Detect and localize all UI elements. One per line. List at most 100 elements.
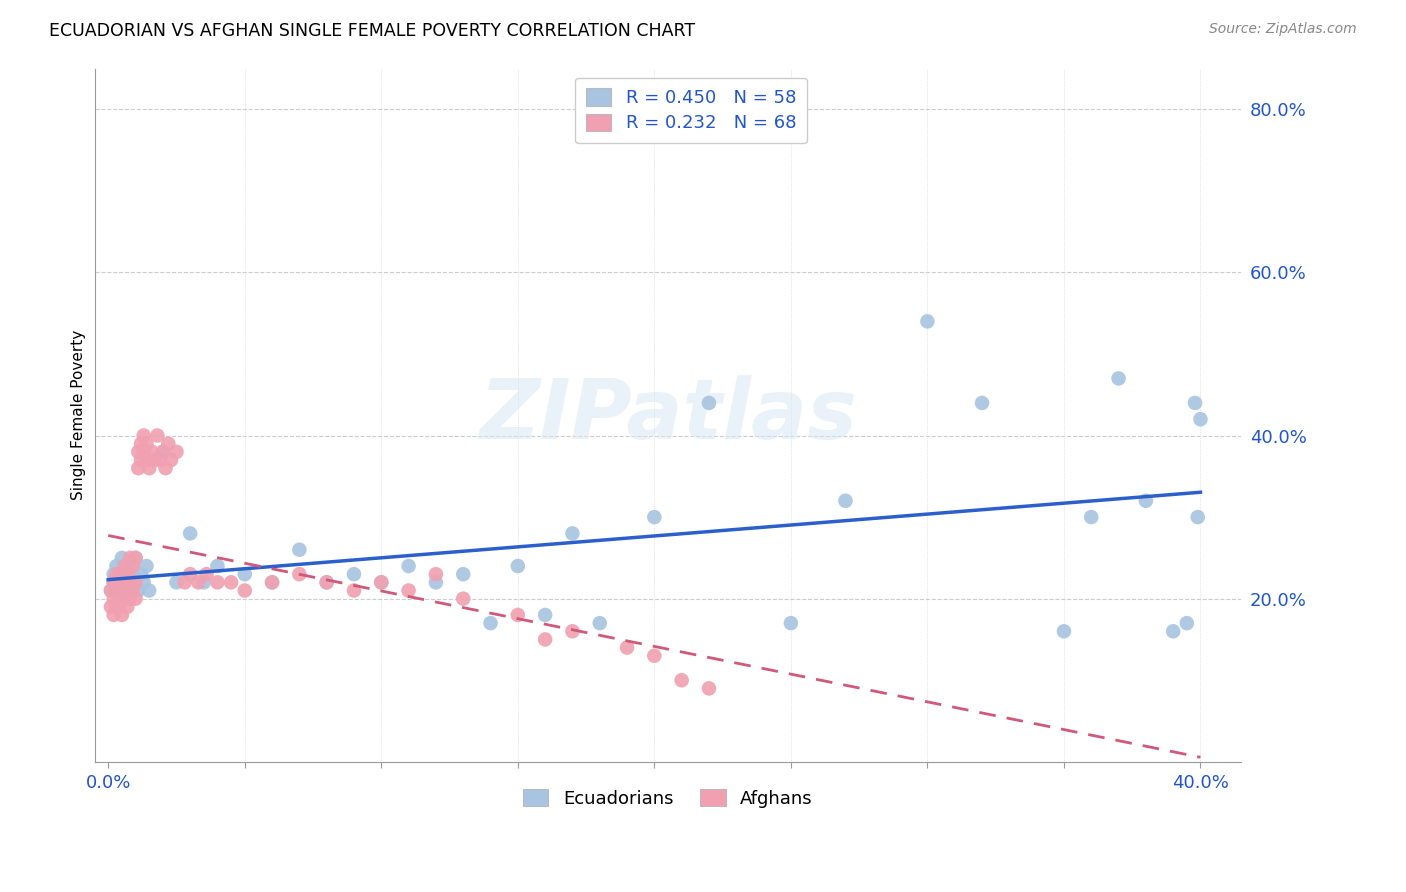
Point (117, 583, 139, 598)
Point (534, 632, 557, 647)
Point (129, 567, 152, 582)
Point (1053, 624, 1076, 639)
Point (219, 575, 242, 590)
Point (120, 591, 142, 606)
Point (129, 436, 152, 450)
Point (100, 599, 122, 614)
Point (262, 575, 284, 590)
Point (111, 550, 134, 565)
Point (398, 583, 420, 598)
Point (132, 445, 155, 459)
Point (135, 453, 157, 467)
Point (124, 591, 146, 606)
Point (138, 461, 160, 475)
Point (132, 428, 155, 442)
Point (233, 583, 256, 598)
Point (152, 445, 174, 459)
Point (138, 583, 160, 598)
Point (108, 567, 131, 582)
Point (697, 396, 720, 410)
Point (114, 591, 136, 606)
Point (1108, 371, 1130, 385)
Point (103, 591, 125, 606)
Point (114, 583, 136, 598)
Point (506, 559, 529, 574)
Point (398, 559, 420, 574)
Point (120, 583, 142, 598)
Point (114, 575, 136, 590)
Point (143, 453, 166, 467)
Point (1135, 493, 1157, 508)
Point (155, 461, 177, 475)
Point (207, 575, 229, 590)
Point (970, 396, 993, 410)
Point (129, 453, 152, 467)
Point (117, 567, 139, 582)
Point (451, 591, 474, 606)
Text: ECUADORIAN VS AFGHAN SINGLE FEMALE POVERTY CORRELATION CHART: ECUADORIAN VS AFGHAN SINGLE FEMALE POVER… (49, 22, 696, 40)
Point (425, 575, 447, 590)
Point (697, 681, 720, 696)
Point (124, 575, 146, 590)
Point (127, 461, 149, 475)
Point (108, 583, 131, 598)
Point (114, 559, 136, 574)
Point (166, 575, 188, 590)
Point (643, 648, 665, 663)
Point (114, 559, 136, 574)
Text: Source: ZipAtlas.com: Source: ZipAtlas.com (1209, 22, 1357, 37)
Legend: Ecuadorians, Afghans: Ecuadorians, Afghans (516, 782, 820, 815)
Point (124, 575, 146, 590)
Point (141, 445, 163, 459)
Text: ZIPatlas: ZIPatlas (479, 375, 856, 456)
Point (105, 599, 128, 614)
Point (105, 583, 128, 598)
Point (166, 445, 188, 459)
Point (671, 673, 693, 688)
Point (589, 616, 612, 631)
Y-axis label: Single Female Poverty: Single Female Poverty (72, 330, 86, 500)
Point (262, 575, 284, 590)
Point (105, 559, 128, 574)
Point (370, 575, 392, 590)
Point (127, 445, 149, 459)
Point (288, 542, 311, 557)
Point (616, 640, 638, 655)
Point (315, 575, 337, 590)
Point (149, 453, 172, 467)
Point (124, 550, 146, 565)
Point (370, 575, 392, 590)
Point (179, 526, 201, 541)
Point (117, 575, 139, 590)
Point (135, 559, 157, 574)
Point (103, 567, 125, 582)
Point (315, 575, 337, 590)
Point (135, 436, 157, 450)
Point (108, 575, 131, 590)
Point (100, 583, 122, 598)
Point (834, 493, 856, 508)
Point (121, 567, 143, 582)
Point (132, 575, 155, 590)
Point (425, 567, 447, 582)
Point (111, 575, 134, 590)
Point (117, 567, 139, 582)
Point (120, 575, 142, 590)
Point (124, 550, 146, 565)
Point (120, 550, 142, 565)
Point (120, 575, 142, 590)
Point (1189, 412, 1212, 426)
Point (157, 436, 180, 450)
Point (103, 575, 125, 590)
Point (121, 559, 143, 574)
Point (343, 567, 366, 582)
Point (121, 583, 143, 598)
Point (127, 583, 149, 598)
Point (111, 607, 134, 622)
Point (451, 567, 474, 582)
Point (103, 607, 125, 622)
Point (561, 624, 583, 639)
Point (160, 453, 183, 467)
Point (1187, 510, 1209, 524)
Point (643, 510, 665, 524)
